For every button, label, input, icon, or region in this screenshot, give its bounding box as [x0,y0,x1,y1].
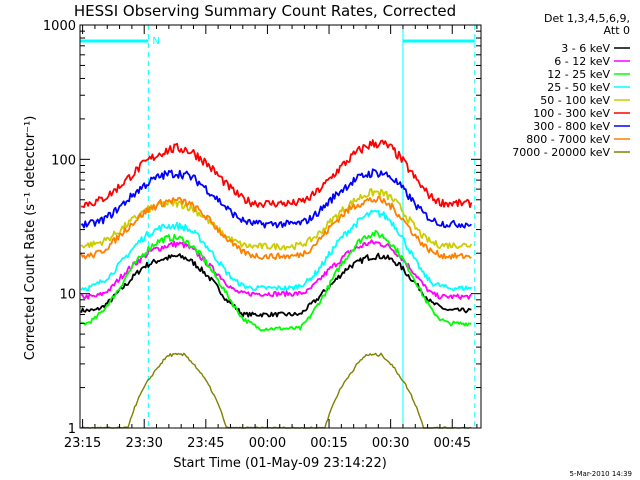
x-tick-label: 23:30 [125,436,162,451]
y-tick-label: 1 [68,422,76,437]
legend-label-2: 6 - 12 keV [554,55,610,68]
plot-frame [79,24,482,429]
x-tick-label: 23:45 [187,436,224,451]
y-axis-title: Corrected Count Rate (s⁻¹ detector⁻¹) [23,116,38,361]
x-tick-label: 00:00 [249,436,286,451]
series-line-4 [80,209,473,292]
y-tick-label: 10 [59,288,76,303]
legend-label-5: 50 - 100 keV [540,94,610,107]
legend-label-8: 800 - 7000 keV [526,133,610,146]
x-tick-label: 23:15 [64,436,101,451]
legend-label-3: 12 - 25 keV [547,68,610,81]
timestamp: 5-Mar-2010 14:39 [570,470,632,478]
plot-area: N [79,25,476,429]
x-tick-label: 00:30 [372,436,409,451]
x-axis-title: Start Time (01-May-09 23:14:22) [173,456,387,471]
series-line-8 [80,195,472,261]
series-line-6 [81,139,473,209]
legend-header-line-1: Det 1,3,4,5,6,9, [544,12,630,25]
legend-header-line-2: Att 0 [604,24,630,37]
y-tick-label: 1000 [43,19,76,34]
series-line-7 [80,168,472,229]
legend-label-4: 25 - 50 keV [547,81,610,94]
y-tick-label: 100 [51,153,76,168]
series-line-3 [80,229,472,332]
x-tick-label: 00:45 [434,436,471,451]
series-line-1 [80,252,472,318]
legend-label-1: 3 - 6 keV [561,42,610,55]
x-tick-label: 00:15 [310,436,347,451]
legend-label-6: 100 - 300 keV [533,107,610,120]
legend-label-7: 300 - 800 keV [533,120,610,133]
legend-label-9: 7000 - 20000 keV [512,146,610,159]
chart-title: HESSI Observing Summary Count Rates, Cor… [74,2,456,20]
axes: 1 10 100 1000 23:15 23:30 23:45 00:00 00:15 00:30… [43,19,481,451]
night-annotation-label: N [152,36,159,47]
